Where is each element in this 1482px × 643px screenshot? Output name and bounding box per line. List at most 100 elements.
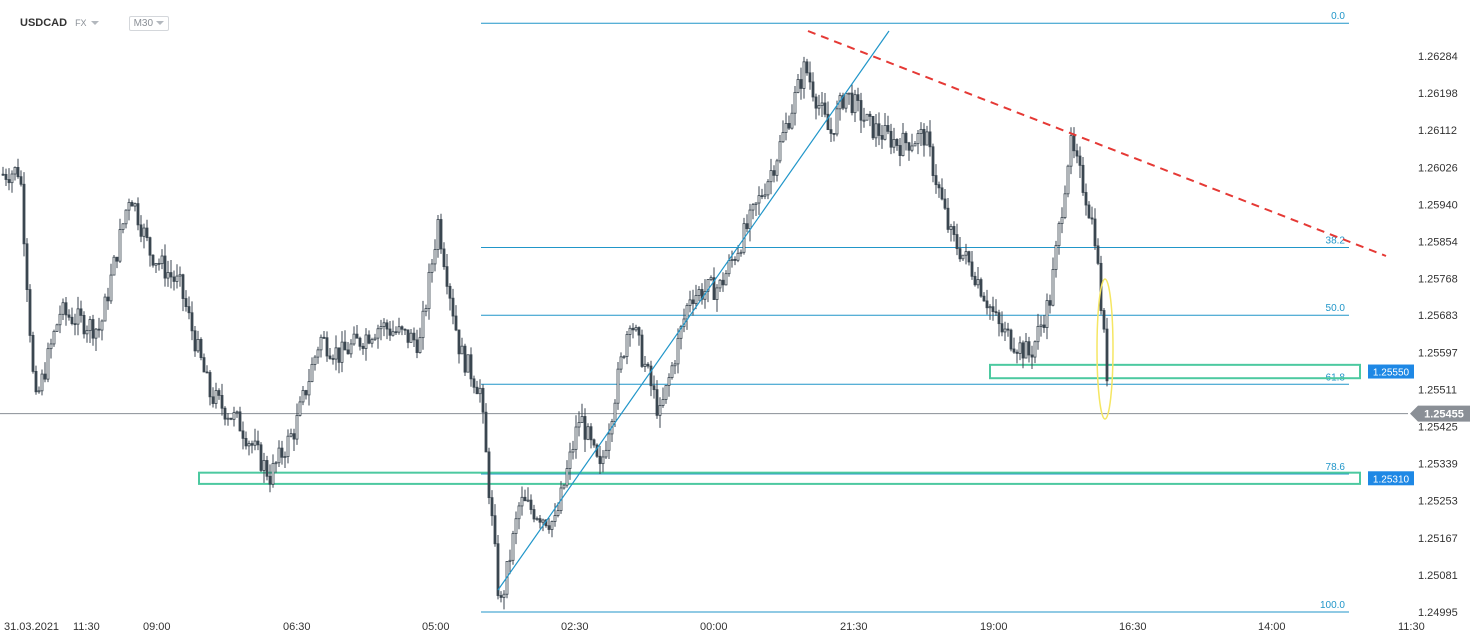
candle-body — [841, 95, 845, 109]
candle-body — [640, 334, 644, 367]
candle-body — [28, 289, 32, 336]
candle-body — [481, 387, 485, 413]
candle-body — [106, 296, 110, 302]
candle-body — [517, 505, 521, 520]
candle-body — [958, 248, 962, 260]
candle-body — [661, 399, 665, 406]
market-selector[interactable]: FX — [75, 18, 99, 28]
candle-body — [991, 306, 995, 313]
candle-body — [898, 145, 902, 156]
candle-body — [202, 357, 206, 373]
candle-body — [967, 251, 971, 263]
candle-body — [223, 407, 227, 420]
candle-body — [799, 79, 803, 89]
candle-body — [355, 333, 359, 339]
candle-body — [1102, 310, 1106, 330]
support-zone — [989, 363, 1361, 380]
candle-body — [277, 447, 281, 464]
candle-body — [604, 449, 608, 458]
candle-body — [970, 261, 974, 277]
candle-body — [361, 345, 365, 349]
candle-body — [1060, 217, 1064, 225]
candle-body — [259, 444, 263, 471]
candle-body — [172, 276, 176, 282]
candle-body — [346, 349, 350, 355]
candle-body — [94, 328, 98, 339]
timeframe-selector[interactable]: M30 — [128, 15, 170, 31]
candle-body — [574, 426, 578, 450]
candle-body — [394, 331, 398, 334]
candle-body — [814, 96, 818, 109]
candle-body — [148, 237, 152, 256]
candle-body — [733, 259, 737, 261]
candle-body — [160, 255, 164, 265]
candle-body — [520, 496, 524, 507]
candle-body — [397, 326, 401, 333]
candle-body — [238, 411, 242, 432]
candle-body — [325, 337, 329, 357]
candle-body — [679, 326, 683, 339]
y-tick-label: 1.26026 — [1418, 162, 1458, 174]
candle-body — [31, 335, 35, 372]
candle-body — [943, 198, 947, 209]
candle-body — [307, 381, 311, 396]
candle-body — [853, 94, 857, 114]
candle-body — [193, 330, 197, 352]
candle-body — [112, 256, 116, 276]
candle-body — [1096, 245, 1100, 264]
candle-body — [1033, 341, 1037, 358]
candle-body — [463, 345, 467, 373]
candle-body — [664, 385, 668, 400]
candle-body — [1030, 354, 1034, 358]
candle-body — [1105, 328, 1109, 382]
candle-body — [586, 426, 590, 440]
candle-body — [154, 262, 158, 266]
candle-body — [622, 356, 626, 358]
candle-body — [349, 343, 353, 355]
candle-body — [331, 358, 335, 360]
candle-body — [295, 415, 299, 440]
candle-body — [169, 272, 173, 278]
candle-body — [952, 226, 956, 235]
candle-body — [100, 320, 104, 331]
candle-body — [181, 274, 185, 299]
candle-body — [1048, 300, 1052, 306]
timeframe-label: M30 — [133, 17, 154, 29]
candle-body — [607, 433, 611, 451]
candle-body — [937, 184, 941, 189]
candle-body — [523, 496, 527, 502]
candle-body — [901, 132, 905, 156]
y-tick-label: 1.25167 — [1418, 533, 1458, 545]
uptrend-line — [497, 30, 890, 591]
candle-body — [1078, 155, 1082, 166]
candle-body — [37, 390, 41, 393]
fib-level-label: 50.0 — [1326, 303, 1346, 314]
candle-body — [568, 451, 572, 469]
candle-body — [736, 252, 740, 261]
x-tick-label: 19:00 — [980, 621, 1008, 633]
candle-body — [526, 499, 530, 502]
candle-body — [448, 285, 452, 299]
candle-body — [4, 174, 8, 180]
candle-body — [121, 223, 125, 231]
y-tick-label: 1.25854 — [1418, 236, 1458, 248]
candle-body — [859, 100, 863, 121]
candle-body — [1057, 223, 1061, 246]
y-tick-label: 1.24995 — [1418, 607, 1458, 619]
candle-body — [745, 223, 749, 230]
symbol-label: USDCAD — [20, 17, 68, 29]
candle-body — [727, 260, 731, 275]
candle-body — [466, 354, 470, 373]
candle-body — [955, 234, 959, 250]
candle-body — [1063, 193, 1067, 218]
candle-body — [712, 277, 716, 300]
candle-body — [358, 337, 362, 347]
candle-body — [1090, 217, 1094, 220]
candle-body — [235, 411, 239, 414]
candle-body — [577, 422, 581, 428]
candle-body — [778, 141, 782, 162]
candle-body — [376, 328, 380, 339]
candle-body — [823, 102, 827, 115]
candle-body — [151, 254, 155, 266]
